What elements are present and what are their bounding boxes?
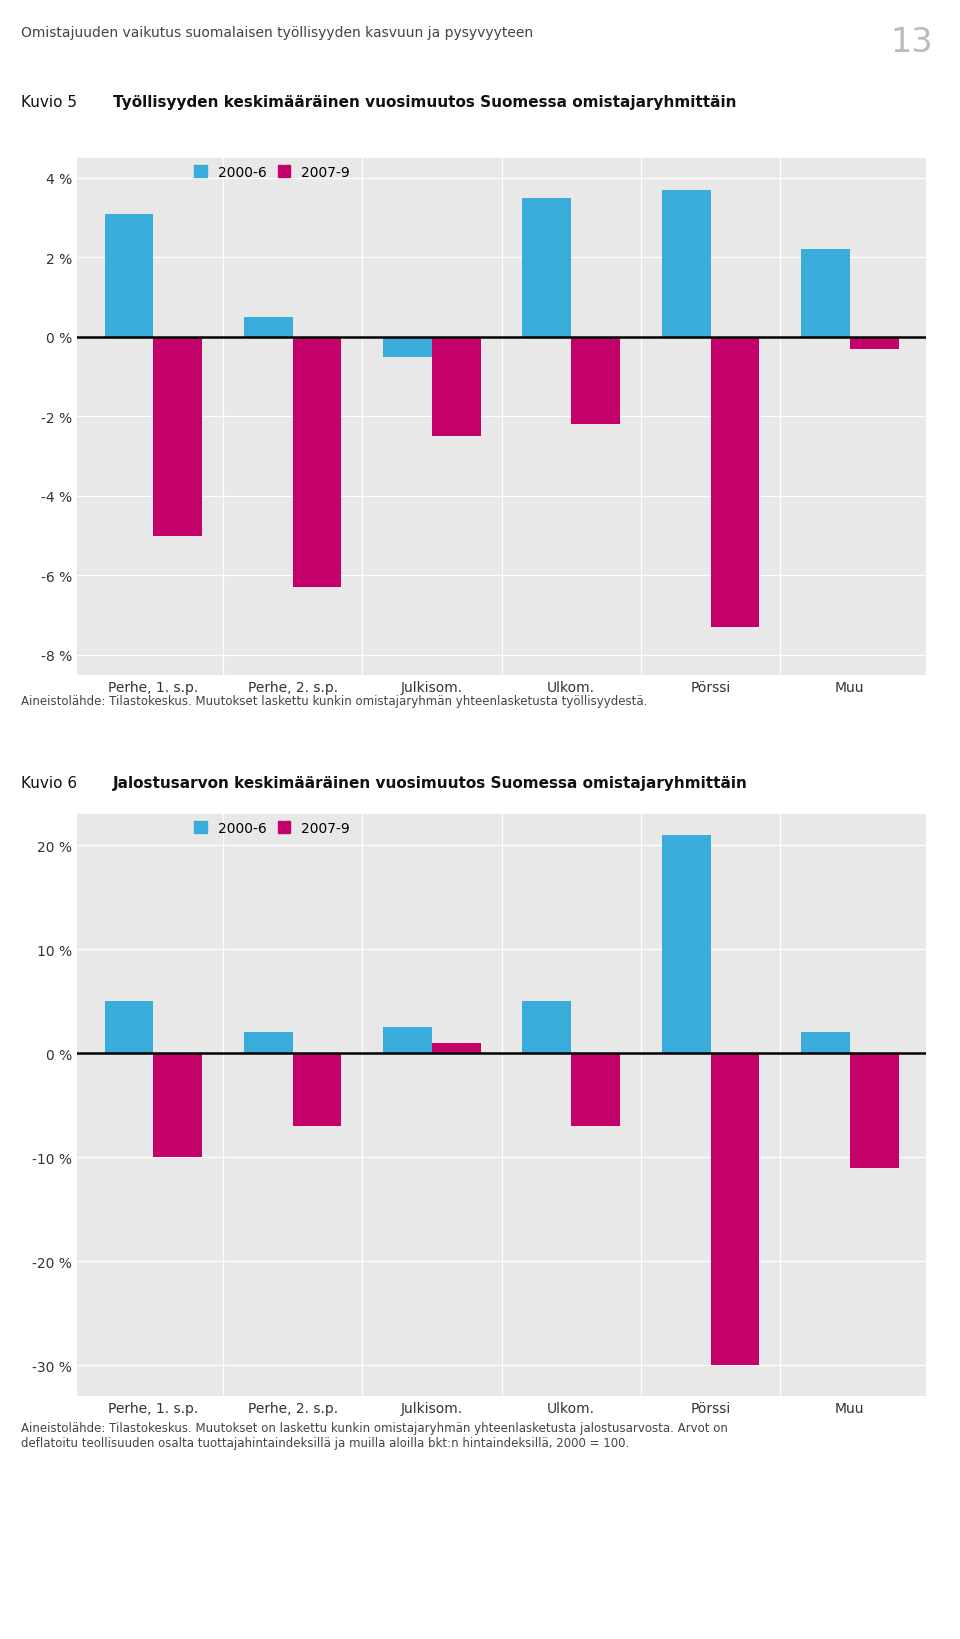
Bar <box>293 338 342 588</box>
Bar <box>571 338 620 425</box>
Bar <box>801 1033 850 1054</box>
Text: Aineistolähde: Tilastokeskus. Muutokset on laskettu kunkin omistajaryhmän yhteen: Aineistolähde: Tilastokeskus. Muutokset … <box>21 1421 728 1449</box>
Bar <box>571 1054 620 1126</box>
Bar <box>432 1042 481 1054</box>
Text: Omistajuuden vaikutus suomalaisen työllisyyden kasvuun ja pysyvyyteen: Omistajuuden vaikutus suomalaisen työlli… <box>21 26 533 41</box>
Bar <box>801 251 850 338</box>
Text: Aineistolähde: Tilastokeskus. Muutokset laskettu kunkin omistajaryhmän yhteenlas: Aineistolähde: Tilastokeskus. Muutokset … <box>21 695 647 708</box>
Bar <box>105 1001 154 1054</box>
Legend: 2000-6, 2007-9: 2000-6, 2007-9 <box>194 166 350 180</box>
Bar <box>383 1028 432 1054</box>
Text: Jalostusarvon keskimääräinen vuosimuutos Suomessa omistajaryhmittäin: Jalostusarvon keskimääräinen vuosimuutos… <box>113 775 748 790</box>
Bar <box>661 836 710 1054</box>
Bar <box>293 1054 342 1126</box>
Bar <box>710 1054 759 1365</box>
Text: Kuvio 6: Kuvio 6 <box>21 775 77 790</box>
Bar <box>710 338 759 628</box>
Bar <box>154 338 203 536</box>
Bar <box>105 215 154 338</box>
Bar <box>522 198 571 338</box>
Bar <box>244 318 293 338</box>
Bar <box>850 1054 899 1169</box>
Text: 13: 13 <box>891 26 933 59</box>
Text: Kuvio 5: Kuvio 5 <box>21 95 77 110</box>
Bar <box>432 338 481 438</box>
Legend: 2000-6, 2007-9: 2000-6, 2007-9 <box>194 821 350 836</box>
Bar <box>850 338 899 349</box>
Bar <box>154 1054 203 1157</box>
Bar <box>383 338 432 357</box>
Bar <box>244 1033 293 1054</box>
Bar <box>522 1001 571 1054</box>
Text: Työllisyyden keskimääräinen vuosimuutos Suomessa omistajaryhmittäin: Työllisyyden keskimääräinen vuosimuutos … <box>113 95 736 110</box>
Bar <box>661 190 710 338</box>
